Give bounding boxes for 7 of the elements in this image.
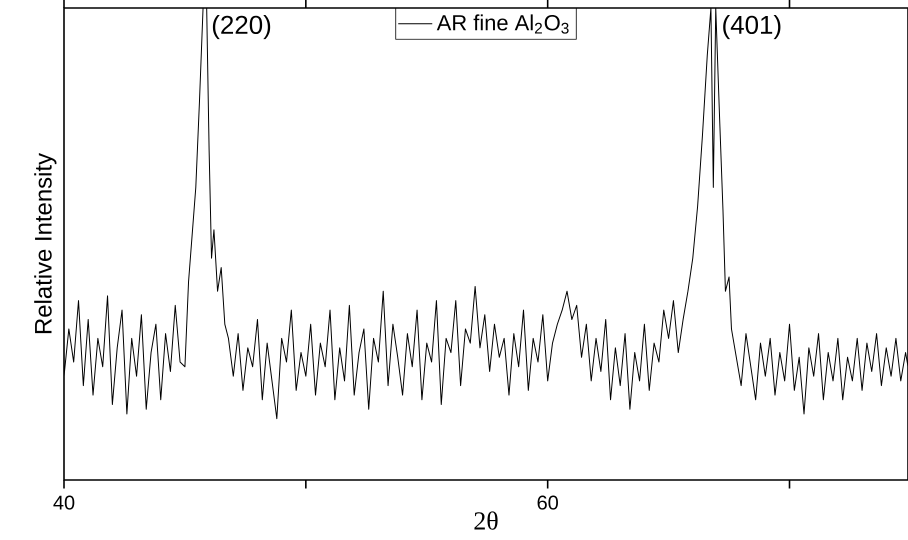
legend-label: AR fine Al$_{2}$O$_{3}$	[436, 14, 569, 34]
x-tick-label: 60	[538, 496, 558, 510]
annotation: (220)	[212, 15, 270, 40]
x-tick-label: 40	[53, 496, 74, 510]
x-axis-title: 2θ	[474, 511, 498, 530]
annotation: (401)	[723, 15, 780, 40]
y-axis-title: Relative Intensity	[34, 153, 56, 334]
